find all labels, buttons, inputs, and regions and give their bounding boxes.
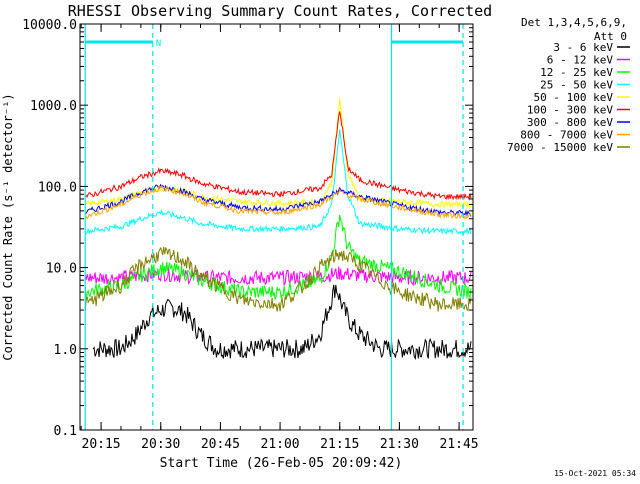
y-tick-label: 10000.0 xyxy=(22,18,77,33)
legend-header: Att 0 xyxy=(594,30,627,43)
series-line xyxy=(84,111,472,201)
legend-header: Det 1,3,4,5,6,9, xyxy=(521,16,627,29)
y-tick-label: 100.0 xyxy=(38,180,77,195)
legend-entry-label: 3 - 6 keV xyxy=(553,41,613,54)
series-line xyxy=(85,129,472,236)
x-axis-label: Start Time (26-Feb-05 20:09:42) xyxy=(160,456,403,471)
series-line xyxy=(85,184,472,221)
chart-title: RHESSI Observing Summary Count Rates, Co… xyxy=(68,2,492,20)
plot-frame xyxy=(79,23,474,431)
legend-entry-label: 7000 - 15000 keV xyxy=(507,141,613,154)
legend-entry-label: 800 - 7000 keV xyxy=(520,129,613,142)
legend-entry-label: 50 - 100 keV xyxy=(534,91,614,104)
legend-entry-label: 100 - 300 keV xyxy=(527,104,613,117)
x-tick-label: 20:45 xyxy=(201,437,240,452)
plot-series-group xyxy=(84,98,472,361)
series-line xyxy=(85,183,472,217)
y-tick-label: 10.0 xyxy=(46,262,77,277)
legend-entry-label: 12 - 25 keV xyxy=(540,66,613,79)
x-axis: 20:15 20:30 20:45 21:00 21:15 21:30 21:45 xyxy=(80,24,479,452)
y-axis: 0.1 1.0 10.0 100.0 1000.0 10000.0 xyxy=(22,18,473,439)
x-tick-label: 21:00 xyxy=(261,437,300,452)
legend-entry-label: 6 - 12 keV xyxy=(547,54,614,67)
series-line xyxy=(92,284,472,361)
footer-timestamp: 15-Oct-2021 05:34 xyxy=(554,469,636,478)
x-tick-label: 21:45 xyxy=(440,437,479,452)
marker-group: N xyxy=(84,24,464,430)
series-line xyxy=(84,214,472,302)
legend-entry-label: 300 - 800 keV xyxy=(527,116,613,129)
x-tick-label: 21:30 xyxy=(380,437,419,452)
y-tick-label: 0.1 xyxy=(54,424,77,439)
y-tick-label: 1.0 xyxy=(54,343,77,358)
x-tick-label: 20:15 xyxy=(82,437,121,452)
cyan-bar-label: N xyxy=(156,39,161,49)
series-line xyxy=(84,246,472,312)
x-tick-label: 21:15 xyxy=(320,437,359,452)
y-axis-label: Corrected Count Rate (s⁻¹ detector⁻¹) xyxy=(1,93,15,360)
y-tick-label: 1000.0 xyxy=(30,99,77,114)
legend-entry-label: 25 - 50 keV xyxy=(540,79,613,92)
x-tick-label: 20:30 xyxy=(141,437,180,452)
